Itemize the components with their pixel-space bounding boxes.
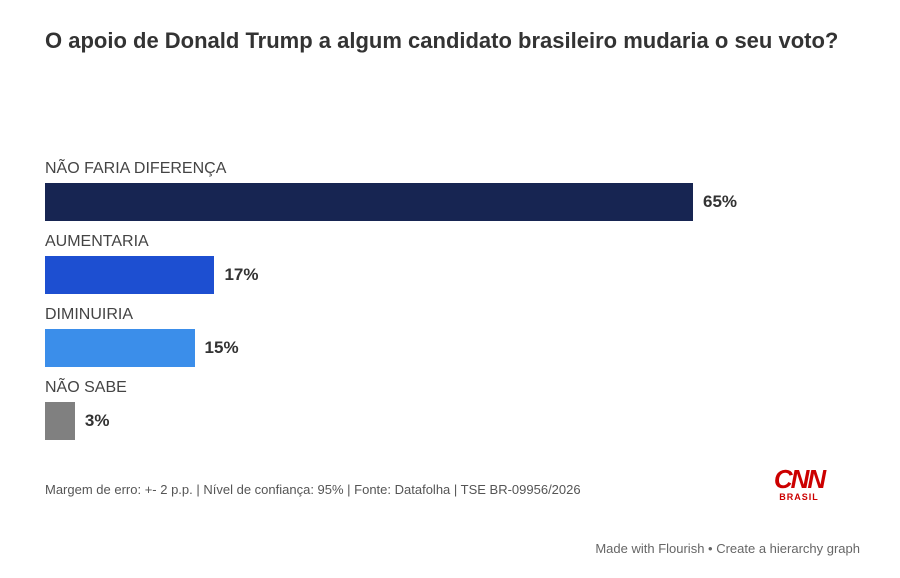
category-label: NÃO SABE [45, 379, 127, 396]
value-label: 17% [224, 265, 259, 284]
cnn-brasil-logo: CNN BRASIL [768, 466, 830, 503]
logo-sub-text: BRASIL [779, 492, 819, 502]
logo-main-text: CNN [773, 464, 826, 494]
value-label: 65% [703, 192, 738, 211]
value-label: 15% [204, 338, 239, 357]
bar [45, 256, 215, 294]
bar [45, 329, 195, 367]
value-label: 3% [84, 411, 110, 430]
bar [45, 402, 75, 440]
source-note: Margem de erro: +- 2 p.p. | Nível de con… [45, 482, 581, 497]
bar-chart: NÃO FARIA DIFERENÇA 65% AUMENTARIA 17% DIMIN… [45, 160, 845, 450]
bar [45, 183, 693, 221]
category-label: DIMINUIRIA [45, 306, 133, 323]
category-label: NÃO FARIA DIFERENÇA [45, 160, 227, 177]
flourish-credit-link[interactable]: Made with Flourish • Create a hierarchy … [595, 541, 860, 556]
chart-title: O apoio de Donald Trump a algum candidat… [45, 28, 839, 53]
category-label: AUMENTARIA [45, 233, 149, 250]
